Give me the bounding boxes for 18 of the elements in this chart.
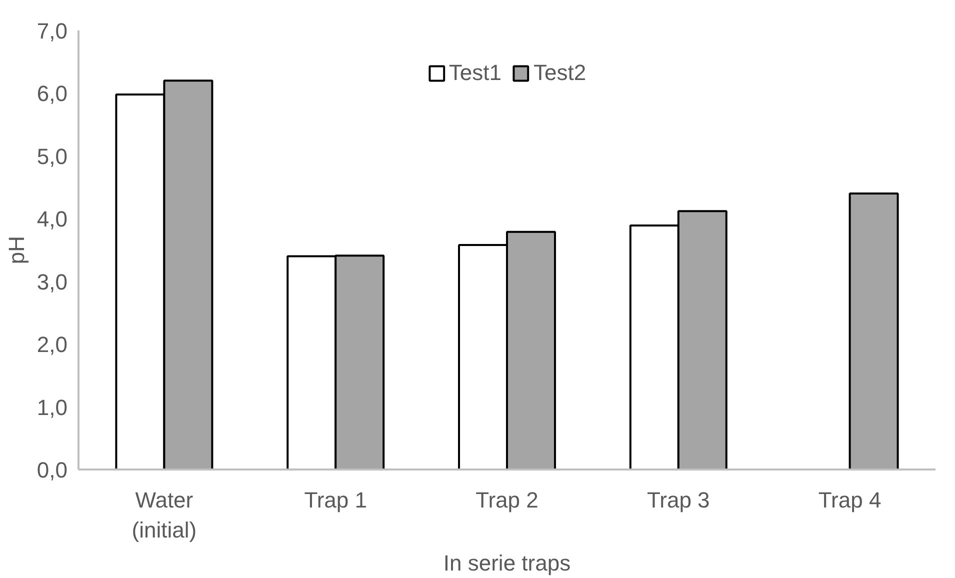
y-tick-label: 7,0: [36, 18, 68, 44]
legend-label: Test2: [534, 60, 586, 86]
x-tick-label: Trap 2: [476, 488, 538, 512]
x-tick-label: Trap 4: [818, 488, 882, 512]
y-tick-label: 1,0: [36, 394, 68, 420]
y-tick-label: 0,0: [36, 458, 68, 482]
x-tick-label: Water (initial): [132, 488, 197, 542]
y-tick-label: 3,0: [36, 269, 68, 294]
x-tick-label: Trap 3: [647, 488, 710, 512]
x-tick-label: Trap 1: [304, 488, 367, 512]
y-tick-label: 4,0: [36, 206, 68, 232]
x-axis-title: In serie traps: [443, 550, 571, 576]
y-tick-label: 6,0: [36, 81, 68, 106]
bar: [848, 192, 899, 470]
y-tick-label: 5,0: [36, 144, 68, 169]
y-tick-label: 2,0: [36, 332, 68, 358]
legend-label: Test1: [448, 60, 502, 86]
y-axis-title: pH: [4, 236, 29, 264]
